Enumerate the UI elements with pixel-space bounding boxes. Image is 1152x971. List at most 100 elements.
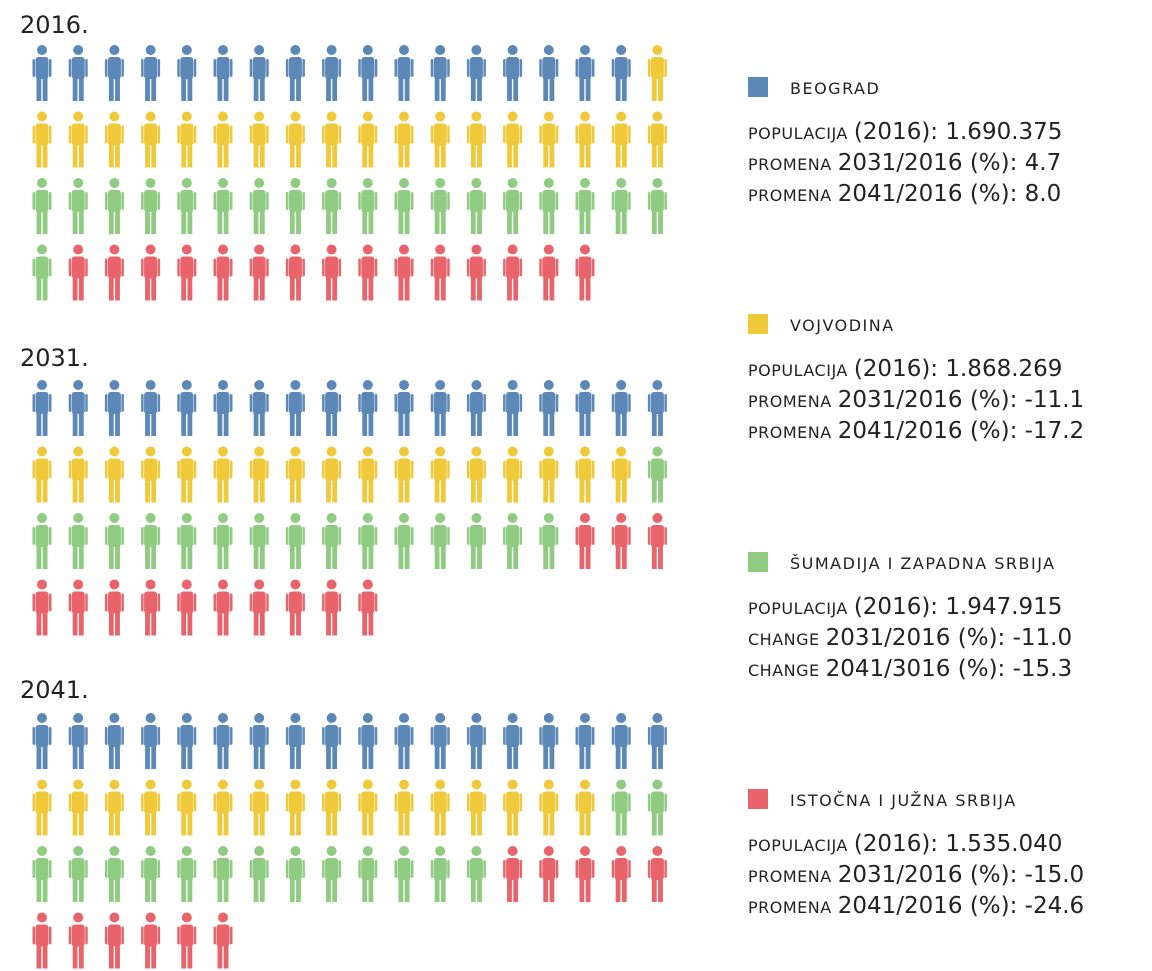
- icon-arm: [249, 59, 253, 77]
- icon-leg: [549, 743, 555, 769]
- icon-body: [144, 458, 158, 481]
- icon-arm: [611, 727, 615, 745]
- icon-head: [37, 45, 47, 55]
- icon-arm: [628, 793, 631, 812]
- icon-leg: [615, 876, 621, 902]
- icon-leg: [326, 743, 331, 769]
- icon-arm: [575, 460, 578, 479]
- icon-leg: [477, 476, 482, 503]
- icon-leg: [658, 476, 663, 503]
- icon-arm: [177, 527, 180, 545]
- icon-body: [35, 190, 49, 212]
- icon-head: [399, 713, 409, 723]
- icon-leg: [440, 410, 446, 436]
- icon-arm: [447, 125, 450, 144]
- icon-leg: [332, 410, 338, 436]
- icon-head: [218, 579, 228, 590]
- icon-arm: [430, 59, 434, 77]
- icon-head: [507, 380, 518, 390]
- icon-arm: [394, 860, 397, 878]
- icon-arm: [411, 192, 414, 210]
- icon-arm: [411, 258, 414, 277]
- icon-arm: [394, 793, 397, 812]
- icon-leg: [187, 743, 193, 769]
- person-icon: [141, 779, 161, 836]
- icon-leg: [145, 141, 150, 168]
- icon-arm: [374, 258, 378, 277]
- icon-arm: [249, 860, 253, 878]
- person-icon: [394, 779, 414, 836]
- icon-arm: [322, 258, 325, 277]
- icon-arm: [177, 125, 180, 144]
- icon-leg: [151, 476, 157, 503]
- icon-leg: [223, 208, 229, 234]
- icon-leg: [585, 208, 591, 234]
- icon-leg: [621, 141, 627, 168]
- icon-leg: [259, 75, 265, 101]
- icon-head: [471, 513, 482, 523]
- person-icon: [32, 779, 52, 836]
- icon-arm: [85, 59, 88, 77]
- icon-body: [216, 525, 230, 547]
- icon-arm: [68, 793, 72, 812]
- icon-head: [543, 244, 554, 255]
- icon-body: [71, 190, 85, 212]
- icon-leg: [651, 876, 657, 902]
- icon-body: [433, 256, 447, 279]
- person-icon: [177, 912, 197, 969]
- icon-head: [580, 513, 590, 523]
- icon-head: [254, 178, 265, 188]
- icon-arm: [121, 394, 124, 412]
- icon-leg: [108, 476, 114, 503]
- icon-arm: [555, 527, 559, 545]
- icon-head: [580, 380, 590, 390]
- icon-body: [578, 57, 592, 79]
- icon-arm: [322, 727, 325, 745]
- icon-leg: [398, 543, 404, 569]
- icon-head: [218, 912, 228, 923]
- icon-head: [326, 579, 337, 590]
- person-icon: [358, 846, 378, 902]
- icon-arm: [628, 59, 631, 77]
- person-icon: [430, 45, 450, 101]
- icon-arm: [141, 59, 144, 77]
- icon-head: [507, 111, 518, 122]
- person-icon: [611, 111, 631, 168]
- person-icon: [213, 846, 233, 902]
- icon-body: [650, 858, 664, 880]
- icon-leg: [398, 743, 404, 769]
- icon-arm: [519, 727, 523, 745]
- icon-leg: [289, 141, 295, 168]
- icon-leg: [259, 410, 265, 436]
- stat-line: CHANGE 2031/2016 (%): -11.0: [748, 625, 1072, 651]
- person-icon: [394, 513, 414, 569]
- icon-arm: [157, 593, 161, 612]
- icon-arm: [430, 394, 434, 412]
- icon-leg: [108, 876, 114, 902]
- icon-leg: [404, 809, 410, 836]
- icon-arm: [411, 860, 414, 878]
- icon-head: [181, 513, 192, 523]
- icon-leg: [36, 75, 42, 101]
- icon-arm: [503, 860, 506, 878]
- icon-head: [471, 244, 482, 255]
- person-icon: [68, 446, 88, 503]
- person-icon: [611, 178, 631, 234]
- icon-body: [614, 57, 628, 79]
- icon-arm: [664, 59, 667, 77]
- icon-head: [109, 446, 120, 457]
- icon-arm: [575, 192, 578, 210]
- icon-arm: [141, 793, 144, 812]
- person-icon: [575, 178, 595, 234]
- icon-body: [288, 525, 302, 547]
- icon-leg: [151, 609, 157, 636]
- icon-head: [326, 178, 337, 188]
- icon-leg: [217, 476, 223, 503]
- person-icon: [358, 779, 378, 836]
- icon-leg: [579, 274, 585, 301]
- icon-arm: [285, 793, 289, 812]
- icon-leg: [72, 141, 78, 168]
- person-icon: [358, 713, 378, 769]
- icon-leg: [404, 141, 410, 168]
- icon-arm: [592, 258, 595, 277]
